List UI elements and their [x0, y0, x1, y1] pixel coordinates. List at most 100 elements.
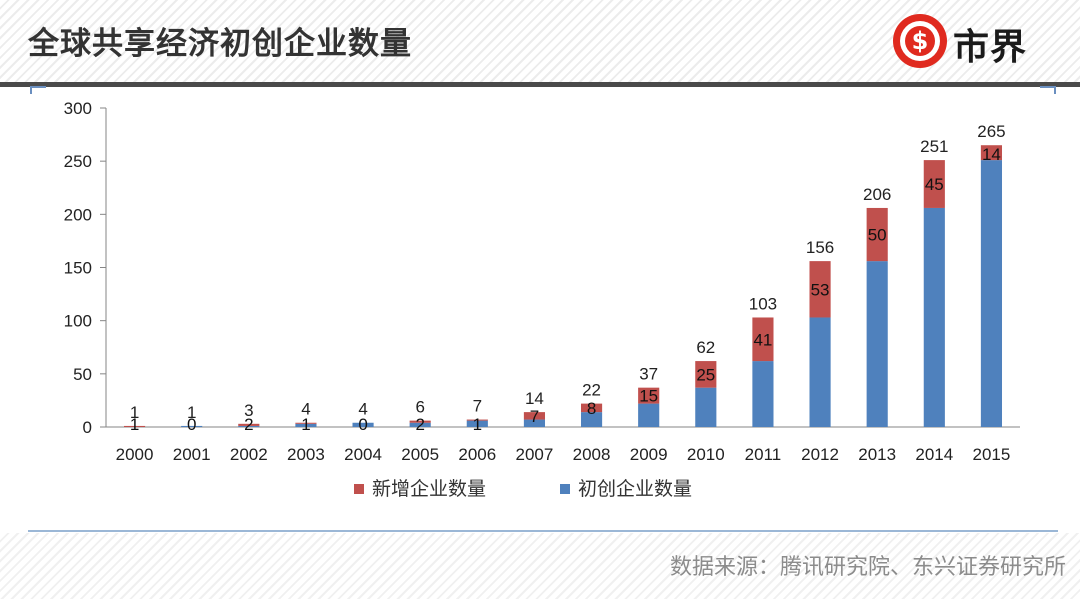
- bar-existing: [352, 422, 374, 427]
- bar-existing: [980, 160, 1003, 427]
- total-data-label: 156: [806, 238, 834, 257]
- source-note: 数据来源：腾讯研究院、东兴证券研究所: [669, 555, 1066, 580]
- legend-swatch: [354, 484, 364, 494]
- total-data-label: 62: [696, 338, 715, 357]
- new-data-label: 50: [868, 226, 887, 245]
- logo-badge-icon: $: [893, 14, 947, 68]
- y-tick-label: 150: [64, 259, 92, 278]
- bar-new: [752, 317, 774, 362]
- x-tick-label: 2000: [116, 445, 154, 464]
- bar-new: [809, 261, 831, 318]
- legend-label: 初创企业数量: [578, 478, 692, 500]
- bar-new: [923, 160, 945, 208]
- new-data-label: 15: [639, 387, 658, 406]
- total-data-label: 4: [301, 400, 310, 419]
- new-data-label: 53: [811, 280, 830, 299]
- bar-new: [409, 420, 431, 423]
- total-data-label: 206: [863, 185, 891, 204]
- frame-corner-right: [1040, 86, 1056, 94]
- bar-new: [238, 423, 260, 426]
- x-tick-label: 2010: [687, 445, 725, 464]
- brand-logo: $ 市界: [893, 12, 1053, 72]
- x-tick-label: 2002: [230, 445, 268, 464]
- frame-corner-left: [30, 86, 46, 94]
- bar-new: [123, 425, 146, 427]
- bar-new: [580, 403, 603, 413]
- bar-existing: [695, 387, 717, 427]
- new-data-label: 45: [925, 175, 944, 194]
- bar-existing: [409, 422, 431, 427]
- new-data-label: 25: [696, 365, 715, 384]
- y-tick-label: 250: [64, 152, 92, 171]
- bar-existing: [923, 207, 945, 427]
- new-data-label: 1: [473, 415, 482, 434]
- new-data-label: 0: [187, 415, 196, 434]
- x-tick-label: 2007: [516, 445, 554, 464]
- legend-swatch: [560, 484, 570, 494]
- new-data-label: 1: [301, 415, 310, 434]
- y-tick-label: 0: [83, 418, 92, 437]
- bar-existing: [238, 425, 260, 427]
- page-title: 全球共享经济初创企业数量: [28, 26, 412, 62]
- total-data-label: 1: [130, 403, 139, 422]
- legend-label: 新增企业数量: [372, 478, 486, 500]
- x-tick-label: 2014: [915, 445, 953, 464]
- bar-existing: [181, 425, 203, 427]
- new-data-label: 41: [753, 330, 772, 349]
- total-data-label: 6: [415, 398, 424, 417]
- bar-existing: [866, 261, 888, 427]
- x-tick-label: 2009: [630, 445, 668, 464]
- bar-new: [980, 145, 1003, 161]
- x-tick-label: 2015: [973, 445, 1011, 464]
- bar-new: [638, 387, 660, 404]
- footer-band: [0, 533, 1080, 599]
- bar-existing: [809, 317, 831, 427]
- bar-existing: [466, 420, 488, 427]
- bar-new: [695, 361, 717, 388]
- bar-existing: [638, 403, 660, 427]
- new-data-label: 1: [130, 415, 139, 434]
- bar-new: [466, 419, 488, 421]
- total-data-label: 251: [920, 137, 948, 156]
- x-tick-label: 2001: [173, 445, 211, 464]
- total-data-label: 37: [639, 365, 658, 384]
- new-data-label: 2: [415, 415, 424, 434]
- x-tick-label: 2008: [573, 445, 611, 464]
- y-tick-label: 50: [73, 365, 92, 384]
- logo-text: 市界: [953, 27, 1028, 68]
- total-data-label: 14: [525, 389, 544, 408]
- total-data-label: 265: [977, 122, 1005, 141]
- total-data-label: 1: [187, 403, 196, 422]
- bar-new: [523, 412, 546, 420]
- total-data-label: 7: [473, 397, 482, 416]
- new-data-label: 2: [244, 415, 253, 434]
- new-data-label: 7: [530, 407, 539, 426]
- bar-existing: [580, 412, 603, 427]
- y-tick-label: 300: [64, 99, 92, 118]
- x-tick-label: 2012: [801, 445, 839, 464]
- bar-existing: [523, 419, 546, 427]
- x-tick-label: 2005: [401, 445, 439, 464]
- header-divider: [0, 82, 1080, 87]
- total-data-label: 103: [749, 294, 777, 313]
- bottom-divider: [28, 530, 1058, 532]
- total-data-label: 3: [244, 401, 253, 420]
- bar-new: [295, 422, 317, 424]
- x-tick-label: 2006: [458, 445, 496, 464]
- new-data-label: 8: [587, 399, 596, 418]
- bar-existing: [295, 423, 317, 427]
- new-data-label: 0: [358, 415, 367, 434]
- bar-new: [866, 207, 888, 262]
- stacked-bar-chart: 0501001502002503002000112001102002322003…: [64, 99, 1020, 500]
- x-tick-label: 2011: [745, 445, 782, 464]
- x-tick-label: 2013: [858, 445, 896, 464]
- total-data-label: 22: [582, 381, 601, 400]
- total-data-label: 4: [358, 400, 367, 419]
- logo-dollar-symbol: $: [905, 26, 935, 56]
- y-tick-label: 200: [64, 205, 92, 224]
- bar-existing: [752, 361, 774, 427]
- x-tick-label: 2004: [344, 445, 382, 464]
- y-tick-label: 100: [64, 312, 92, 331]
- chart-area: 0 50 100 150 200 250 300 2000 1 1 2001 1 0 2002 3 2 2003…: [0, 90, 1080, 530]
- new-data-label: 14: [982, 145, 1001, 164]
